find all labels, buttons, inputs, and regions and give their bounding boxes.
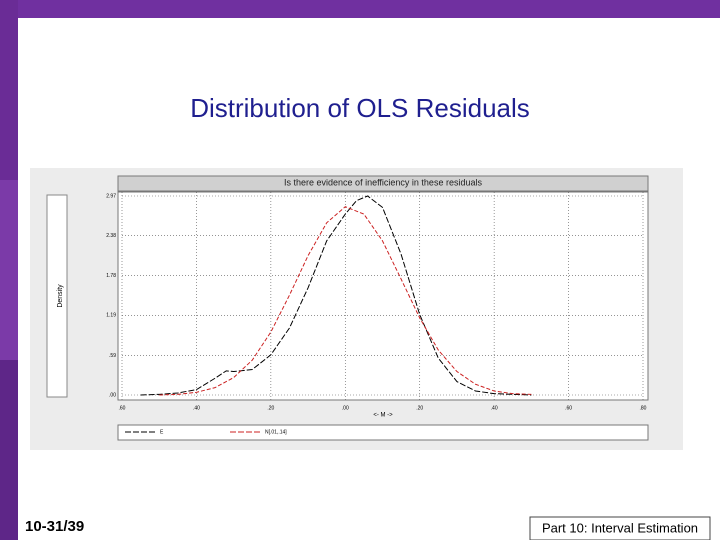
y-tick-label: 2.38 — [106, 233, 116, 239]
side-bar — [0, 180, 18, 360]
footer-box — [529, 516, 711, 540]
plot-area — [117, 191, 649, 401]
top-bar — [0, 0, 720, 18]
y-tick-label: 2.97 — [106, 193, 116, 199]
x-tick-label: .40 — [193, 405, 200, 411]
line-series — [140, 195, 532, 396]
chart-title-band — [117, 175, 649, 192]
y-tick-label: .00 — [109, 392, 116, 398]
slide-title: Distribution of OLS Residuals — [190, 93, 530, 123]
side-bar — [0, 360, 18, 540]
x-axis-label: <- M -> — [373, 413, 393, 419]
x-tick-label: .20 — [267, 405, 274, 411]
slide-number: 10-31/39 — [25, 518, 84, 535]
x-tick-label: .00 — [342, 405, 349, 411]
y-axis-label: Density — [57, 284, 64, 308]
x-tick-label: .20 — [416, 405, 423, 411]
y-label-box — [46, 194, 68, 398]
y-tick-label: 1.78 — [106, 273, 116, 279]
legend-label: E — [160, 429, 164, 435]
legend — [117, 424, 649, 441]
y-tick-label: .59 — [109, 353, 116, 359]
legend-label: N[.01,.14] — [265, 429, 287, 435]
x-tick-label: .80 — [640, 405, 647, 411]
y-tick-label: 1.19 — [106, 313, 116, 319]
footer-text: Part 10: Interval Estimation — [542, 520, 698, 535]
chart-title: Is there evidence of inefficiency in the… — [284, 177, 482, 187]
line-series — [159, 206, 532, 396]
x-tick-label: .40 — [491, 405, 498, 411]
side-bar — [0, 0, 18, 180]
x-tick-label: .60 — [565, 405, 572, 411]
x-tick-label: .60 — [119, 405, 126, 411]
